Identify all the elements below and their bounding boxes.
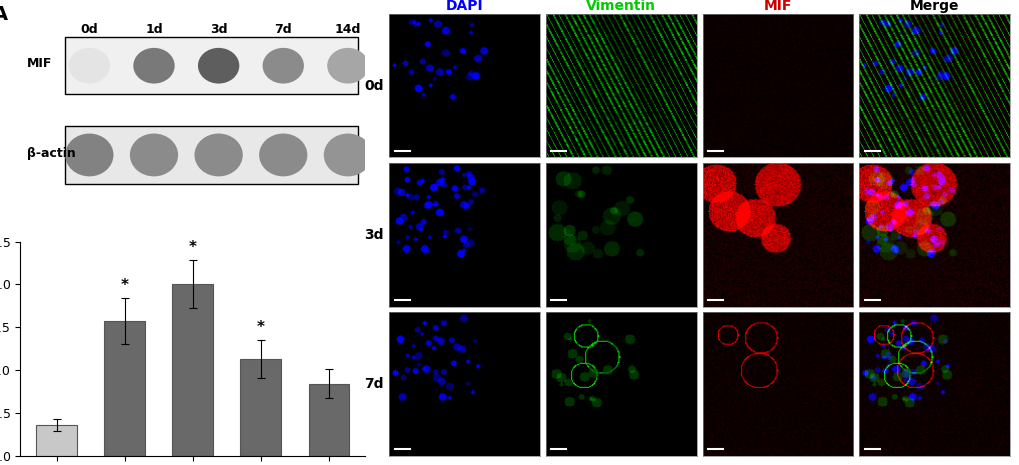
Bar [36, 425, 76, 456]
Text: β-actin: β-actin [28, 146, 76, 159]
Title: MIF: MIF [763, 0, 792, 13]
Text: *: * [189, 240, 197, 255]
Bar [172, 285, 213, 456]
Text: A: A [0, 5, 8, 24]
Text: 7d: 7d [274, 23, 291, 36]
FancyBboxPatch shape [65, 126, 358, 184]
Title: Merge: Merge [909, 0, 958, 13]
Ellipse shape [68, 48, 110, 84]
Title: DAPI: DAPI [445, 0, 483, 13]
Ellipse shape [129, 133, 178, 176]
Text: *: * [257, 320, 265, 335]
Text: 14d: 14d [334, 23, 361, 36]
Text: 1d: 1d [145, 23, 163, 36]
Ellipse shape [259, 133, 307, 176]
Y-axis label: 3d: 3d [364, 228, 383, 242]
Bar [240, 359, 281, 456]
FancyBboxPatch shape [65, 37, 358, 94]
Title: Vimentin: Vimentin [586, 0, 655, 13]
Text: 3d: 3d [210, 23, 227, 36]
Y-axis label: 7d: 7d [364, 377, 383, 391]
Text: B: B [515, 19, 529, 38]
Ellipse shape [198, 48, 239, 84]
Bar [104, 321, 145, 456]
Text: MIF: MIF [28, 57, 53, 70]
Ellipse shape [262, 48, 304, 84]
Bar [309, 384, 350, 456]
Ellipse shape [323, 133, 372, 176]
Text: *: * [120, 278, 128, 293]
Ellipse shape [133, 48, 174, 84]
Ellipse shape [195, 133, 243, 176]
Ellipse shape [327, 48, 368, 84]
Ellipse shape [65, 133, 113, 176]
Text: 0d: 0d [81, 23, 98, 36]
Y-axis label: 0d: 0d [364, 79, 383, 93]
